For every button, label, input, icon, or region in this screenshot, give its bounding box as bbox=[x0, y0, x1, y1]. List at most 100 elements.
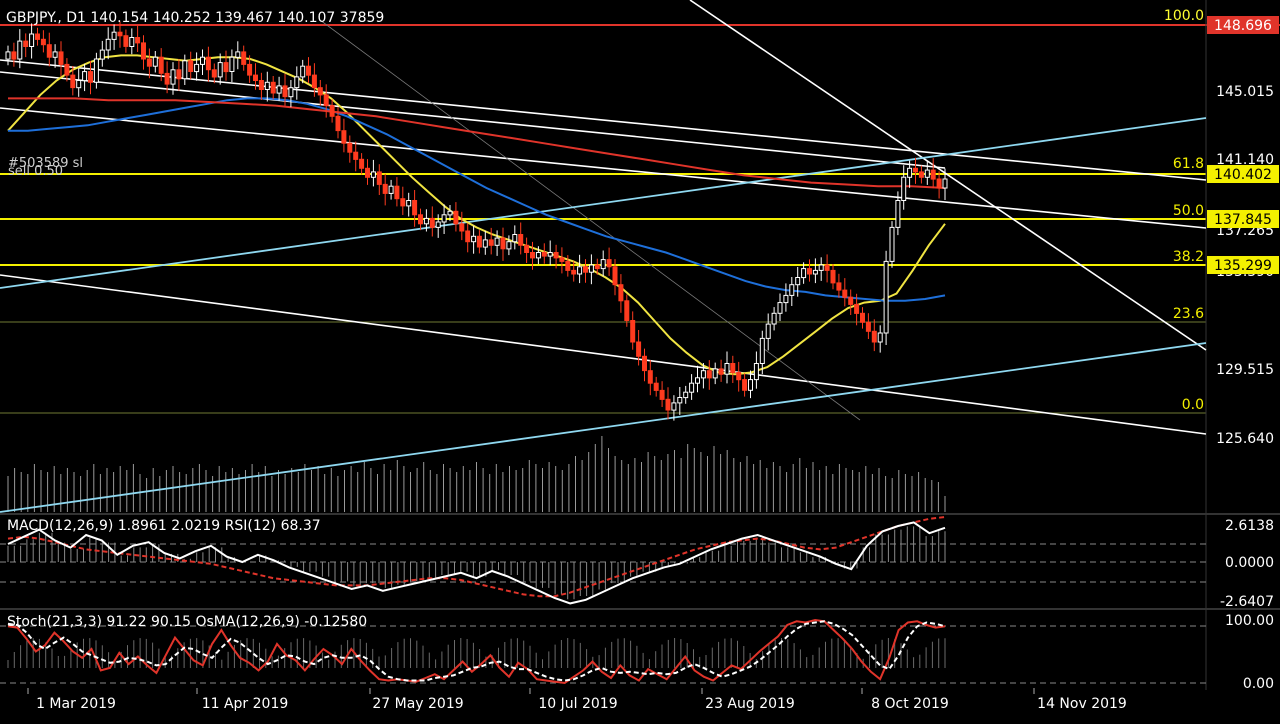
candle-down bbox=[335, 115, 341, 132]
candle-up bbox=[300, 65, 306, 78]
candle-up bbox=[76, 80, 82, 89]
candle-up bbox=[588, 264, 594, 273]
support-trendline bbox=[0, 274, 1207, 435]
candle-down bbox=[559, 257, 565, 262]
candle-down bbox=[258, 80, 264, 90]
date-tick-label: 11 Apr 2019 bbox=[202, 696, 289, 712]
trendlines[interactable] bbox=[0, 0, 1280, 690]
candle-down bbox=[488, 239, 494, 246]
candle-up bbox=[441, 214, 447, 223]
candle-up bbox=[771, 312, 777, 325]
candle-up bbox=[506, 241, 512, 250]
fib-level-label: 38.2 bbox=[1173, 249, 1204, 265]
candle-down bbox=[836, 282, 842, 291]
candle-up bbox=[423, 217, 429, 225]
diagonal-guide bbox=[319, 19, 861, 421]
macd-tick-label: 2.6138 bbox=[1225, 518, 1274, 534]
candle-down bbox=[135, 37, 141, 44]
symbol-timeframe: GBPJPY., D1 bbox=[6, 10, 86, 26]
candle-down bbox=[400, 198, 406, 207]
candle-down bbox=[459, 223, 465, 232]
candle-down bbox=[394, 185, 400, 200]
candle-up bbox=[695, 377, 700, 384]
candle-down bbox=[11, 51, 17, 60]
date-tick-label: 10 Jul 2019 bbox=[538, 696, 617, 712]
candle-down bbox=[270, 81, 276, 94]
candle-up bbox=[924, 169, 930, 178]
candle-up bbox=[818, 264, 824, 271]
candle-down bbox=[123, 35, 129, 47]
candle-down bbox=[311, 74, 317, 89]
candle-up bbox=[783, 294, 789, 304]
candle-up bbox=[388, 185, 394, 194]
candle-down bbox=[642, 355, 647, 372]
date-tick-label: 23 Aug 2019 bbox=[705, 696, 795, 712]
candle-up bbox=[5, 51, 11, 60]
macd-tick-label: 0.0000 bbox=[1225, 555, 1274, 571]
candle-down bbox=[936, 178, 942, 189]
candle-down bbox=[871, 330, 877, 343]
candle-down bbox=[807, 268, 812, 275]
candle-up bbox=[765, 323, 771, 339]
channel-upper bbox=[0, 117, 1207, 289]
candle-down bbox=[636, 341, 642, 357]
upper-trendline bbox=[0, 59, 1207, 181]
candle-up bbox=[677, 397, 683, 404]
candle-down bbox=[253, 74, 258, 81]
candle-down bbox=[382, 183, 388, 194]
candle-down bbox=[736, 372, 742, 381]
chart-header: GBPJPY., D1 140.154 140.252 139.467 140.… bbox=[6, 10, 384, 26]
candle-up bbox=[748, 379, 753, 391]
price-tick-label: 141.140 bbox=[1216, 152, 1274, 168]
candle-down bbox=[571, 269, 577, 275]
candle-up bbox=[889, 226, 895, 262]
price-label-text: 135.299 bbox=[1214, 258, 1272, 274]
candle-up bbox=[182, 60, 188, 80]
descending-trendline bbox=[689, 0, 1207, 351]
candle-down bbox=[211, 69, 217, 78]
candle-down bbox=[146, 58, 152, 67]
price-label-text: 148.696 bbox=[1214, 18, 1272, 34]
candle-down bbox=[824, 264, 830, 271]
candle-up bbox=[494, 237, 500, 246]
candle-down bbox=[247, 63, 253, 76]
candle-down bbox=[164, 72, 170, 85]
macd-tick-label: -2.6407 bbox=[1220, 594, 1274, 610]
candle-up bbox=[689, 382, 695, 393]
candle-up bbox=[895, 200, 901, 228]
candle-down bbox=[530, 252, 535, 259]
candle-down bbox=[117, 31, 123, 37]
sma-mid-line bbox=[8, 97, 946, 302]
mid-trendline bbox=[0, 71, 946, 169]
candle-up bbox=[129, 37, 135, 47]
date-tick-label: 14 Nov 2019 bbox=[1037, 696, 1127, 712]
candle-down bbox=[306, 65, 311, 76]
candle-up bbox=[370, 171, 376, 178]
candle-down bbox=[341, 130, 347, 144]
candle-up bbox=[724, 363, 730, 375]
candle-down bbox=[583, 266, 588, 273]
candle-up bbox=[535, 252, 541, 259]
trade-id-label: #503589 sl bbox=[8, 156, 83, 171]
price-label-box bbox=[1207, 16, 1279, 34]
candle-up bbox=[447, 210, 453, 216]
fib-level-label: 50.0 bbox=[1173, 203, 1204, 219]
fib-level-label: 0.0 bbox=[1182, 397, 1204, 413]
candle-down bbox=[64, 63, 70, 76]
candle-up bbox=[712, 368, 718, 379]
price-tick-label: 125.640 bbox=[1216, 431, 1274, 447]
candle-down bbox=[647, 370, 653, 384]
candle-down bbox=[830, 269, 836, 284]
candle-down bbox=[606, 259, 612, 268]
trade-type-label: sell 0.50 bbox=[8, 164, 63, 179]
candle-down bbox=[465, 230, 471, 243]
candle-up bbox=[907, 167, 913, 178]
candle-down bbox=[913, 167, 918, 173]
candle-up bbox=[200, 56, 205, 65]
candle-up bbox=[264, 81, 270, 91]
candle-down bbox=[706, 370, 712, 379]
candle-down bbox=[365, 167, 370, 178]
candle-up bbox=[288, 87, 294, 98]
